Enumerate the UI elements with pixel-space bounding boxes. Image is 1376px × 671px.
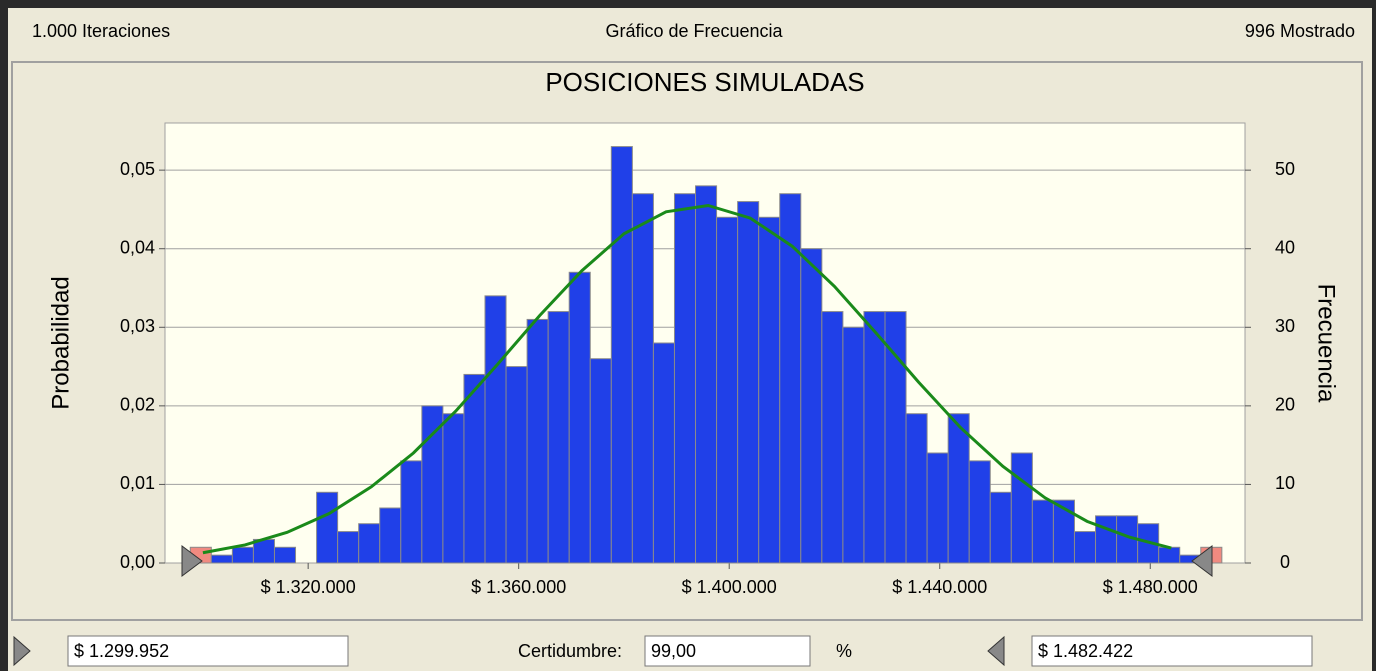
y-tick-label: 0,00 — [120, 552, 155, 572]
bar — [652, 342, 675, 564]
bar — [421, 405, 444, 564]
bar — [589, 358, 612, 564]
bar — [484, 295, 507, 564]
y-tick-label: 0,03 — [120, 316, 155, 336]
left-arrow[interactable] — [13, 635, 31, 667]
iterations: 1.000 Iteraciones — [32, 21, 170, 41]
view-title: Gráfico de Frecuencia — [605, 21, 783, 41]
y2-tick-label: 40 — [1275, 237, 1295, 257]
bar — [379, 507, 402, 564]
bar — [758, 216, 781, 564]
right-input[interactable] — [1031, 635, 1313, 667]
x-tick-label: $ 1.360.000 — [471, 577, 566, 597]
x-tick-label: $ 1.400.000 — [682, 577, 777, 597]
bar — [210, 554, 233, 564]
bar — [273, 546, 297, 564]
percent-sign: % — [836, 641, 852, 661]
y-tick-label: 0,01 — [120, 473, 155, 493]
bar — [631, 193, 654, 564]
plot: 0,00 0,01 0,02 0,03 0,04 0,05 0 10 20 30 40 50 $ 1.3… — [120, 146, 1295, 597]
bar — [905, 413, 928, 564]
x-tick-label: $ 1.320.000 — [261, 577, 356, 597]
bar — [568, 271, 591, 564]
bar — [1073, 531, 1097, 564]
y2-tick-label: 20 — [1275, 395, 1295, 415]
bar — [821, 311, 844, 564]
x-tick-label: $ 1.480.000 — [1103, 577, 1198, 597]
bar — [1010, 452, 1033, 564]
bar — [526, 318, 549, 564]
bar — [400, 460, 423, 564]
bar — [463, 373, 486, 564]
y2-tick-label: 0 — [1280, 552, 1290, 572]
left-input[interactable] — [67, 635, 349, 667]
bar — [358, 523, 381, 564]
bar — [989, 491, 1012, 564]
bar — [926, 452, 949, 564]
left-slider[interactable] — [181, 545, 203, 577]
bar — [716, 216, 739, 564]
right-slider[interactable] — [1191, 545, 1213, 577]
certainty-label: Certidumbre: — [518, 641, 622, 661]
y-tick-label: 0,02 — [120, 395, 155, 415]
bar — [737, 201, 760, 564]
bar — [842, 326, 865, 564]
y2-tick-label: 10 — [1275, 473, 1295, 493]
bar — [337, 531, 360, 564]
bar — [779, 193, 802, 564]
bar — [800, 248, 823, 564]
y2-tick-label: 30 — [1275, 316, 1295, 336]
bar — [610, 146, 633, 564]
bar — [673, 193, 697, 564]
bar — [947, 413, 970, 564]
bar — [1095, 515, 1118, 564]
x-tick-label: $ 1.440.000 — [892, 577, 987, 597]
certainty-input[interactable] — [644, 635, 811, 667]
bar — [863, 311, 886, 564]
bar — [695, 185, 718, 564]
bar — [505, 366, 528, 564]
y-tick-label: 0,04 — [120, 237, 155, 257]
bar — [231, 546, 254, 564]
bar — [884, 311, 907, 564]
bar — [547, 311, 570, 564]
y-tick-label: 0,05 — [120, 159, 155, 179]
bar — [442, 413, 465, 564]
fit-curve — [202, 203, 1172, 555]
bar — [1158, 546, 1181, 564]
y2-axis-label: Frecuencia — [1313, 284, 1340, 403]
chart-title: POSICIONES SIMULADAS — [545, 67, 864, 97]
y2-tick-label: 50 — [1275, 159, 1295, 179]
y-axis-label: Probabilidad — [47, 276, 74, 409]
right-arrow[interactable] — [987, 635, 1005, 667]
bar — [316, 491, 339, 564]
bar — [1031, 499, 1054, 564]
right-value: $ 1.482.422 — [1038, 641, 1133, 661]
left-value: $ 1.299.952 — [74, 641, 169, 661]
bar — [968, 460, 991, 564]
certainty-value: 99,00 — [651, 641, 696, 661]
shown-count: 996 Mostrado — [1245, 21, 1355, 41]
